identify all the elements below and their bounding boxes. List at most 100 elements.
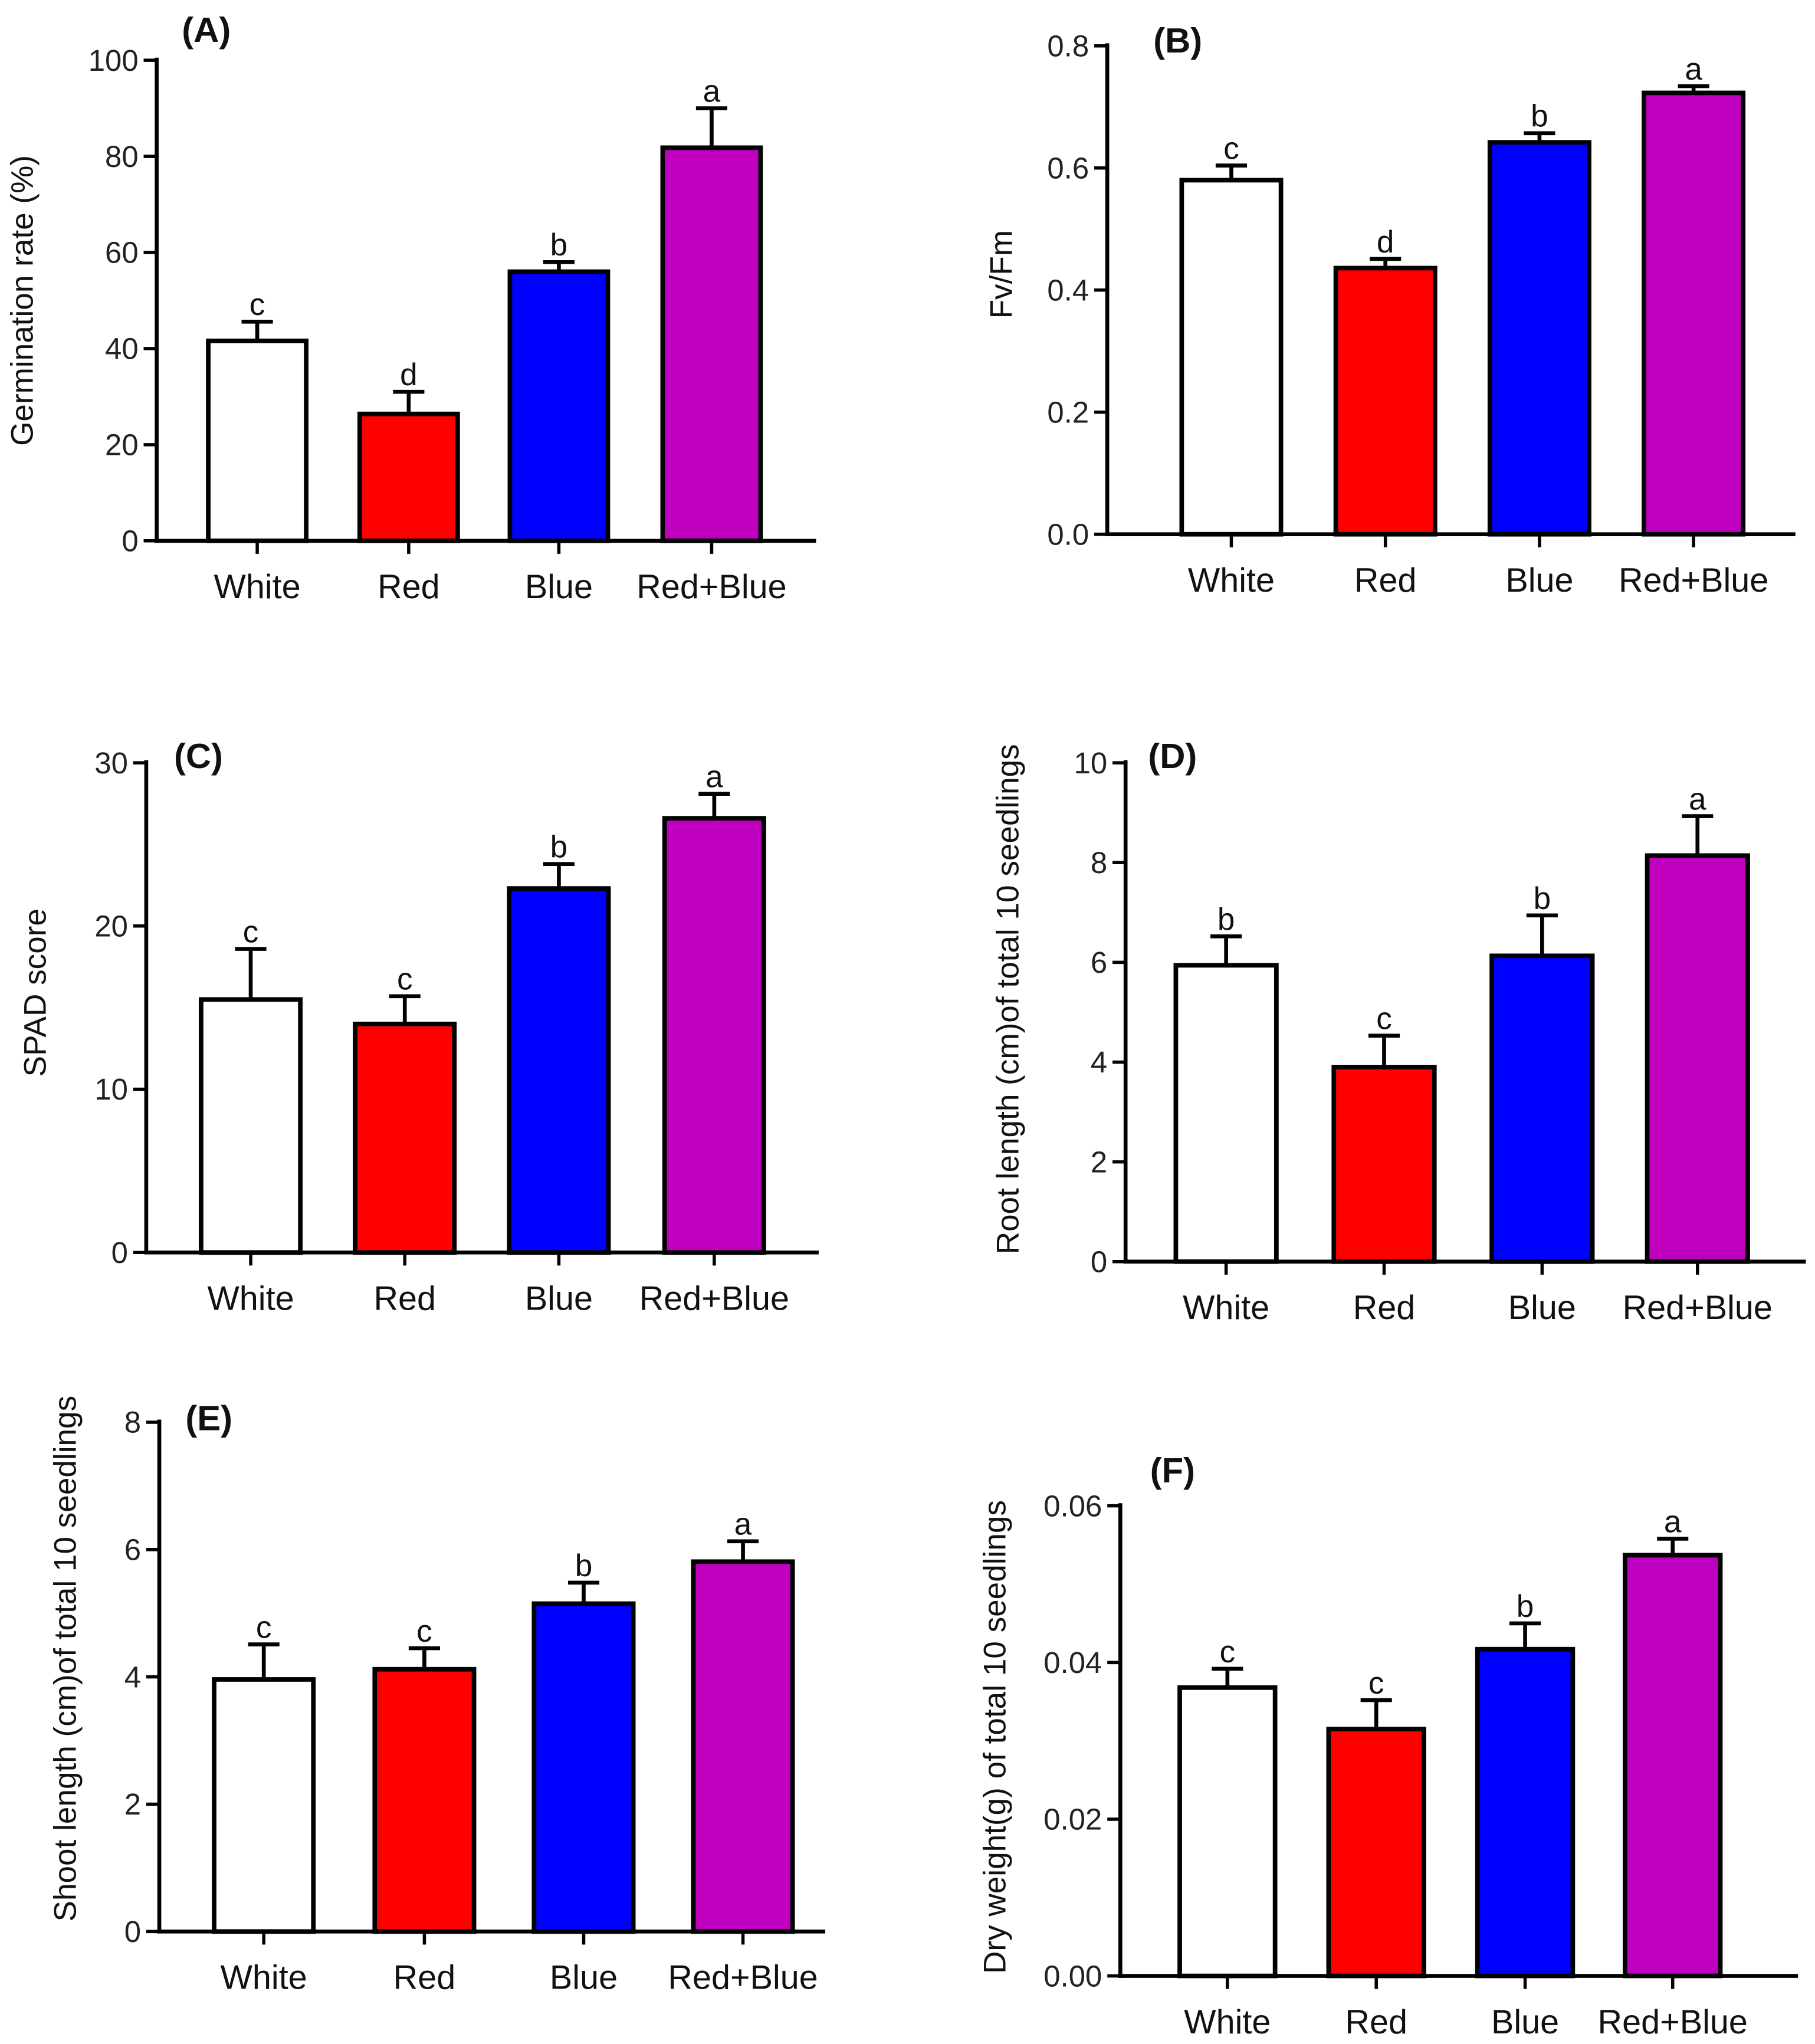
panel-b: c White d Red b Blue a Red+Blue 0.0 0.2 0.4 0.6 0.8 (…	[984, 21, 1796, 599]
x-tick-label: Red	[1353, 1289, 1416, 1327]
y-tick-label: 100	[88, 44, 139, 77]
y-tick-label: 8	[1091, 846, 1107, 880]
x-tick-label: Red	[393, 1959, 456, 1997]
y-tick-label: 6	[1091, 946, 1107, 979]
panel-title: (F)	[1150, 1451, 1195, 1490]
bar-white	[212, 1677, 316, 1934]
significance-letter: d	[400, 357, 418, 392]
y-tick-label: 0	[122, 524, 138, 557]
panel-title: (A)	[182, 10, 231, 50]
bar-red	[353, 1021, 457, 1255]
y-tick-label: 2	[124, 1787, 141, 1821]
x-tick-label: Red+Blue	[668, 1959, 818, 1997]
x-tick-label: Red+Blue	[636, 568, 786, 606]
y-tick-label: 8	[124, 1406, 141, 1439]
y-axis-label: Dry weight(g) of total 10 seedlings	[978, 1500, 1013, 1974]
bar-blue	[1487, 140, 1591, 537]
bar-red	[1331, 1065, 1437, 1264]
bar-red	[1333, 265, 1437, 537]
x-tick-label: White	[207, 1280, 294, 1318]
x-tick-label: Red+Blue	[1623, 1289, 1773, 1327]
significance-letter: a	[705, 760, 723, 795]
y-tick-label: 0	[1091, 1245, 1107, 1278]
bar-blue	[507, 886, 611, 1255]
x-tick-label: Red	[1345, 2003, 1407, 2041]
bar-red-blue	[660, 145, 763, 543]
panel-e: c White c Red b Blue a Red+Blue 0 2 4 6 8 (E) Shoot le…	[48, 1396, 826, 1997]
y-tick-label: 0.06	[1043, 1489, 1102, 1523]
x-tick-label: Blue	[1508, 1289, 1576, 1327]
significance-letter: c	[397, 962, 413, 997]
panel-title: (D)	[1148, 736, 1197, 776]
significance-letter: b	[1531, 99, 1548, 134]
y-tick-label: 0.0	[1047, 517, 1089, 551]
x-tick-label: Blue	[525, 568, 593, 606]
significance-letter: c	[1220, 1635, 1236, 1669]
bar-red-blue	[691, 1559, 795, 1934]
bar-blue	[1475, 1646, 1576, 1979]
significance-letter: a	[1664, 1504, 1682, 1539]
significance-letter: a	[703, 74, 721, 109]
y-tick-label: 20	[105, 428, 139, 462]
bar-white	[1177, 1685, 1278, 1979]
significance-letter: c	[256, 1610, 272, 1645]
y-axis-label: SPAD score	[18, 908, 52, 1077]
significance-letter: b	[575, 1548, 593, 1583]
y-tick-label: 20	[94, 910, 128, 943]
significance-letter: b	[550, 830, 568, 865]
y-axis-label: Germination rate (%)	[5, 155, 40, 446]
x-tick-label: White	[214, 568, 301, 606]
bar-white	[1179, 178, 1284, 537]
bar-blue	[1489, 953, 1595, 1264]
panel-d: b White c Red b Blue a Red+Blue 0 2 4 6 8 10 (D) Root l…	[991, 736, 1806, 1327]
bar-red-blue	[1645, 853, 1750, 1264]
bar-blue	[531, 1601, 636, 1934]
bar-red-blue	[1642, 90, 1746, 537]
bar-white	[199, 997, 303, 1255]
x-tick-label: Red	[373, 1280, 436, 1318]
panel-c: c White c Red b Blue a Red+Blue 0 10 20 30 (C) SPAD s…	[18, 736, 819, 1318]
y-tick-label: 80	[105, 140, 139, 173]
y-tick-label: 6	[124, 1533, 141, 1567]
bar-red	[1326, 1727, 1426, 1979]
y-tick-label: 0	[111, 1236, 128, 1269]
x-tick-label: Red+Blue	[1619, 562, 1768, 599]
significance-letter: b	[1534, 881, 1551, 916]
bar-blue	[507, 269, 611, 543]
y-tick-label: 0.8	[1047, 29, 1089, 63]
y-tick-label: 0.02	[1043, 1803, 1102, 1836]
bar-white	[206, 339, 308, 543]
significance-letter: b	[550, 228, 568, 263]
x-tick-label: Blue	[1505, 562, 1573, 599]
y-tick-label: 0	[124, 1915, 141, 1948]
bar-red	[372, 1666, 477, 1934]
y-tick-label: 4	[1091, 1045, 1107, 1079]
y-tick-label: 30	[94, 746, 128, 780]
y-axis-label: Shoot length (cm)of total 10 seedlings	[48, 1396, 83, 1922]
bar-red-blue	[1623, 1553, 1723, 1979]
panel-title: (E)	[185, 1398, 232, 1438]
panel-a: c White d Red b Blue a Red+Blue 0 20 40 60 80 100 (A) G…	[5, 10, 816, 606]
x-tick-label: Blue	[1491, 2003, 1559, 2041]
panel-title: (B)	[1153, 21, 1202, 60]
significance-letter: a	[1685, 52, 1702, 87]
significance-letter: c	[416, 1614, 432, 1649]
significance-letter: a	[734, 1507, 752, 1542]
x-tick-label: Blue	[525, 1280, 593, 1318]
bar-white	[1173, 963, 1279, 1264]
significance-letter: d	[1377, 225, 1394, 260]
y-tick-label: 10	[94, 1072, 128, 1106]
bar-red-blue	[662, 816, 766, 1255]
y-tick-label: 40	[105, 332, 139, 366]
significance-letter: c	[1376, 1002, 1392, 1036]
y-axis-label: Root length (cm)of total 10 seedlings	[991, 744, 1026, 1254]
x-tick-label: White	[1184, 2003, 1271, 2041]
significance-letter: c	[1223, 132, 1239, 166]
y-axis-label: Fv/Fm	[984, 230, 1019, 319]
x-tick-label: Red+Blue	[639, 1280, 789, 1318]
y-tick-label: 10	[1074, 746, 1108, 780]
x-tick-label: White	[1188, 562, 1275, 599]
x-tick-label: White	[1183, 1289, 1269, 1327]
x-tick-label: Red	[378, 568, 440, 606]
